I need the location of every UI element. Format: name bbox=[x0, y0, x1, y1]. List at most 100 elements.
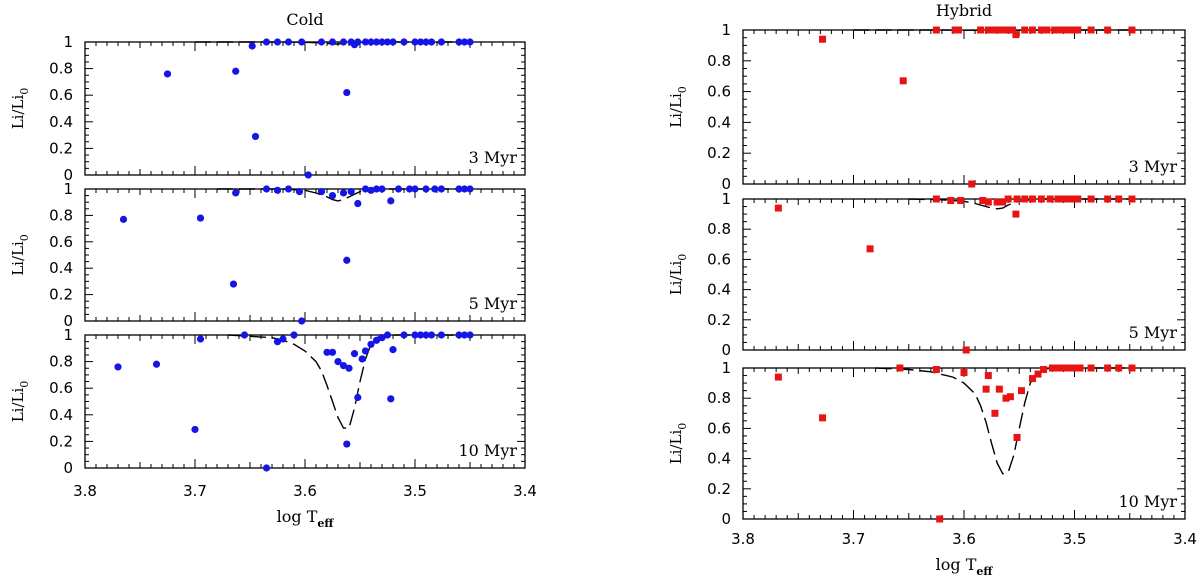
data-point bbox=[389, 38, 397, 46]
data-point bbox=[1059, 195, 1067, 203]
data-point bbox=[1034, 370, 1042, 378]
data-point bbox=[427, 331, 436, 339]
data-point bbox=[411, 185, 419, 193]
data-point bbox=[437, 185, 445, 193]
data-point bbox=[774, 204, 782, 212]
data-point bbox=[262, 464, 271, 472]
left-panel-2: 0 0.2 0.4 0.6 0.8 1 Li/Li0 5 Myr bbox=[9, 180, 526, 330]
data-point bbox=[196, 214, 205, 222]
data-point bbox=[114, 363, 122, 371]
data-point bbox=[367, 38, 375, 46]
data-point bbox=[354, 199, 362, 208]
y-tick-label: 0.2 bbox=[707, 144, 731, 162]
y-tick-label: 0 bbox=[721, 341, 731, 359]
data-point bbox=[328, 38, 337, 46]
age-annotation: 10 Myr bbox=[458, 441, 517, 460]
data-point bbox=[1046, 195, 1054, 203]
data-point bbox=[347, 188, 355, 196]
data-point bbox=[819, 414, 827, 422]
right-panel-1: 0 0.2 0.4 0.6 0.8 1 Li/Li0 3 Myr bbox=[667, 21, 1186, 193]
y-tick-label: 0.2 bbox=[49, 432, 73, 450]
data-point bbox=[431, 185, 439, 193]
y-tick-label: 1 bbox=[63, 180, 73, 198]
data-point bbox=[1074, 195, 1082, 203]
data-point bbox=[339, 189, 348, 197]
data-point bbox=[427, 38, 436, 46]
data-point bbox=[1057, 26, 1065, 34]
x-tick-label: 3.4 bbox=[513, 482, 537, 500]
data-point bbox=[460, 38, 469, 46]
data-point bbox=[358, 355, 366, 363]
data-point bbox=[1017, 387, 1025, 395]
y-axis-label: Li/Li0 bbox=[9, 381, 31, 423]
data-point bbox=[1002, 394, 1010, 402]
data-point bbox=[1021, 195, 1029, 203]
data-point bbox=[1128, 26, 1136, 34]
data-point bbox=[466, 185, 474, 193]
y-tick-label: 0.2 bbox=[707, 311, 731, 329]
y-axis-label: Li/Li0 bbox=[9, 88, 31, 130]
data-point bbox=[279, 335, 287, 343]
age-annotation: 10 Myr bbox=[1118, 492, 1177, 511]
data-point bbox=[354, 38, 362, 46]
data-point bbox=[995, 26, 1003, 34]
data-point bbox=[339, 38, 348, 46]
data-point bbox=[262, 38, 271, 46]
y-tick-label: 0.6 bbox=[49, 86, 73, 104]
plot-frame bbox=[84, 41, 526, 176]
model-curve bbox=[875, 367, 1130, 475]
data-point bbox=[1059, 364, 1067, 372]
data-point bbox=[932, 195, 940, 203]
data-point bbox=[947, 197, 955, 205]
y-tick-label: 0.6 bbox=[707, 419, 731, 437]
data-point bbox=[999, 198, 1007, 206]
y-tick-label: 0.8 bbox=[707, 52, 731, 70]
data-point bbox=[1048, 364, 1056, 372]
y-tick-label: 1 bbox=[63, 33, 73, 51]
x-tick-label: 3.7 bbox=[842, 530, 866, 548]
data-point bbox=[1115, 195, 1123, 203]
data-point bbox=[1104, 364, 1112, 372]
right-panel-2: 0 0.2 0.4 0.6 0.8 1 Li/Li0 5 Myr bbox=[667, 190, 1186, 359]
data-point bbox=[1012, 31, 1020, 39]
data-point bbox=[932, 366, 940, 374]
age-annotation: 3 Myr bbox=[469, 148, 518, 167]
data-point bbox=[317, 188, 326, 196]
data-point bbox=[387, 197, 395, 205]
data-point bbox=[936, 515, 944, 523]
data-point bbox=[323, 348, 331, 356]
left-panel-3: 0 0.2 0.4 0.6 0.8 1 Li/Li0 10 Myr bbox=[9, 326, 526, 477]
data-point bbox=[1029, 195, 1037, 203]
data-point bbox=[968, 180, 976, 188]
data-point bbox=[400, 331, 408, 339]
data-point bbox=[422, 331, 430, 339]
data-point bbox=[372, 185, 381, 193]
model-curve bbox=[227, 334, 470, 429]
data-point bbox=[1087, 364, 1095, 372]
data-point bbox=[1115, 364, 1123, 372]
data-point bbox=[460, 331, 469, 339]
data-point bbox=[1062, 26, 1070, 34]
y-tick-label: 1 bbox=[721, 190, 731, 208]
data-point bbox=[422, 185, 430, 193]
data-point bbox=[389, 346, 397, 354]
data-point bbox=[819, 35, 827, 43]
data-point bbox=[1065, 195, 1073, 203]
data-point bbox=[350, 350, 359, 358]
y-tick-label: 0.4 bbox=[49, 259, 73, 277]
y-tick-label: 0.2 bbox=[707, 480, 731, 498]
y-tick-label: 0.8 bbox=[49, 60, 73, 78]
data-point bbox=[387, 395, 395, 403]
y-tick-label: 0 bbox=[63, 312, 73, 330]
age-annotation: 5 Myr bbox=[1129, 323, 1178, 342]
data-point bbox=[411, 331, 419, 339]
data-point bbox=[345, 364, 353, 372]
data-point bbox=[304, 171, 312, 179]
x-tick-label: 3.6 bbox=[952, 530, 976, 548]
data-point bbox=[991, 409, 999, 417]
x-tick-label: 3.6 bbox=[293, 482, 317, 500]
left-title: Cold bbox=[286, 10, 323, 29]
y-tick-label: 0.2 bbox=[49, 286, 73, 304]
data-point bbox=[455, 38, 463, 46]
